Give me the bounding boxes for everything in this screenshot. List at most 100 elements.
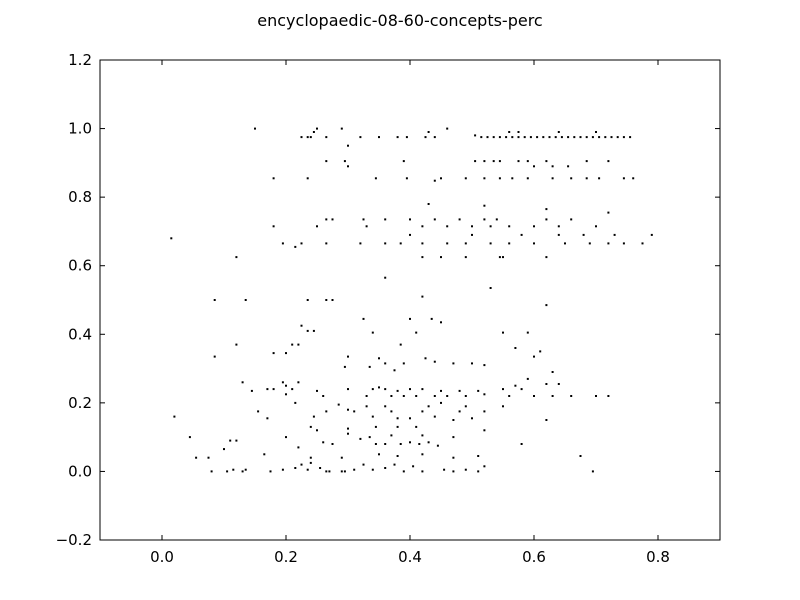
data-point <box>207 456 210 459</box>
data-point <box>409 317 411 320</box>
data-point <box>511 177 514 180</box>
data-point <box>306 468 309 471</box>
x-tick-label: 0.8 <box>646 548 670 566</box>
data-point <box>241 470 244 473</box>
data-point <box>415 425 418 428</box>
data-point <box>557 233 560 236</box>
data-point <box>489 225 492 228</box>
data-point <box>492 160 495 163</box>
data-point <box>269 470 272 473</box>
data-point <box>362 218 365 221</box>
data-point <box>585 177 588 180</box>
data-point <box>433 415 436 418</box>
data-point <box>570 218 573 221</box>
data-point <box>281 242 284 245</box>
data-point <box>309 461 312 464</box>
data-point <box>607 211 610 214</box>
data-point <box>452 362 455 365</box>
data-point <box>545 419 548 421</box>
data-point <box>523 136 526 139</box>
x-tick-label: 0.0 <box>150 548 174 566</box>
data-point <box>440 321 442 324</box>
data-point <box>446 225 449 228</box>
data-point <box>384 362 387 365</box>
y-tick-label: 1.0 <box>68 120 92 138</box>
data-point <box>446 242 449 245</box>
data-point <box>498 136 501 139</box>
data-point <box>433 360 436 363</box>
data-point <box>294 245 297 248</box>
data-point <box>316 429 318 432</box>
data-point <box>272 225 275 228</box>
data-point <box>545 218 548 221</box>
data-point <box>337 403 340 406</box>
data-point <box>306 329 309 332</box>
data-point <box>622 177 625 180</box>
data-point <box>471 417 473 420</box>
data-point <box>421 470 424 473</box>
data-point <box>384 443 387 445</box>
data-point <box>223 448 225 451</box>
data-point <box>312 415 315 418</box>
data-point <box>396 136 399 139</box>
data-point <box>343 470 346 473</box>
data-point <box>433 136 436 139</box>
data-point <box>409 441 411 444</box>
data-point <box>306 299 309 301</box>
data-point <box>368 436 371 439</box>
data-point <box>291 388 294 391</box>
data-point <box>412 465 415 468</box>
data-point <box>229 439 232 442</box>
data-point <box>483 410 486 413</box>
data-point <box>390 410 393 413</box>
data-point <box>340 127 343 130</box>
data-point <box>396 417 399 420</box>
data-point <box>483 218 486 221</box>
data-point <box>402 160 405 163</box>
y-tick-label: 0.4 <box>68 325 92 343</box>
data-point <box>415 395 418 397</box>
data-point <box>281 381 284 384</box>
data-point <box>421 434 424 437</box>
y-tick-label: 0.8 <box>68 188 92 206</box>
data-point <box>585 160 588 163</box>
data-point <box>483 364 486 367</box>
data-point <box>241 381 244 384</box>
data-point <box>312 329 315 332</box>
x-tick-label: 0.6 <box>522 548 546 566</box>
data-point <box>173 415 176 418</box>
data-point <box>232 468 235 471</box>
data-point <box>595 131 597 133</box>
data-point <box>300 242 303 245</box>
data-point <box>533 395 535 397</box>
data-point <box>616 136 619 139</box>
data-point <box>554 136 557 139</box>
data-point <box>285 393 287 396</box>
data-point <box>526 377 529 380</box>
data-point <box>502 256 504 259</box>
data-point <box>607 395 610 397</box>
data-point <box>471 362 473 365</box>
data-point <box>244 468 247 471</box>
data-point <box>458 389 461 392</box>
data-point <box>551 371 554 373</box>
data-point <box>480 136 483 139</box>
data-point <box>421 388 424 391</box>
data-point <box>384 242 387 245</box>
data-point <box>421 256 424 259</box>
data-point <box>390 434 393 437</box>
data-point <box>316 225 318 228</box>
data-point <box>474 160 477 163</box>
data-point <box>331 443 334 445</box>
data-point <box>325 242 328 245</box>
data-point <box>492 136 495 139</box>
data-point <box>325 470 328 473</box>
data-point <box>452 436 455 439</box>
data-point <box>340 470 343 473</box>
data-point <box>446 395 449 397</box>
data-point <box>579 136 582 139</box>
data-point <box>263 453 266 456</box>
data-point <box>399 443 402 445</box>
data-point <box>421 453 424 456</box>
data-point <box>393 369 396 372</box>
